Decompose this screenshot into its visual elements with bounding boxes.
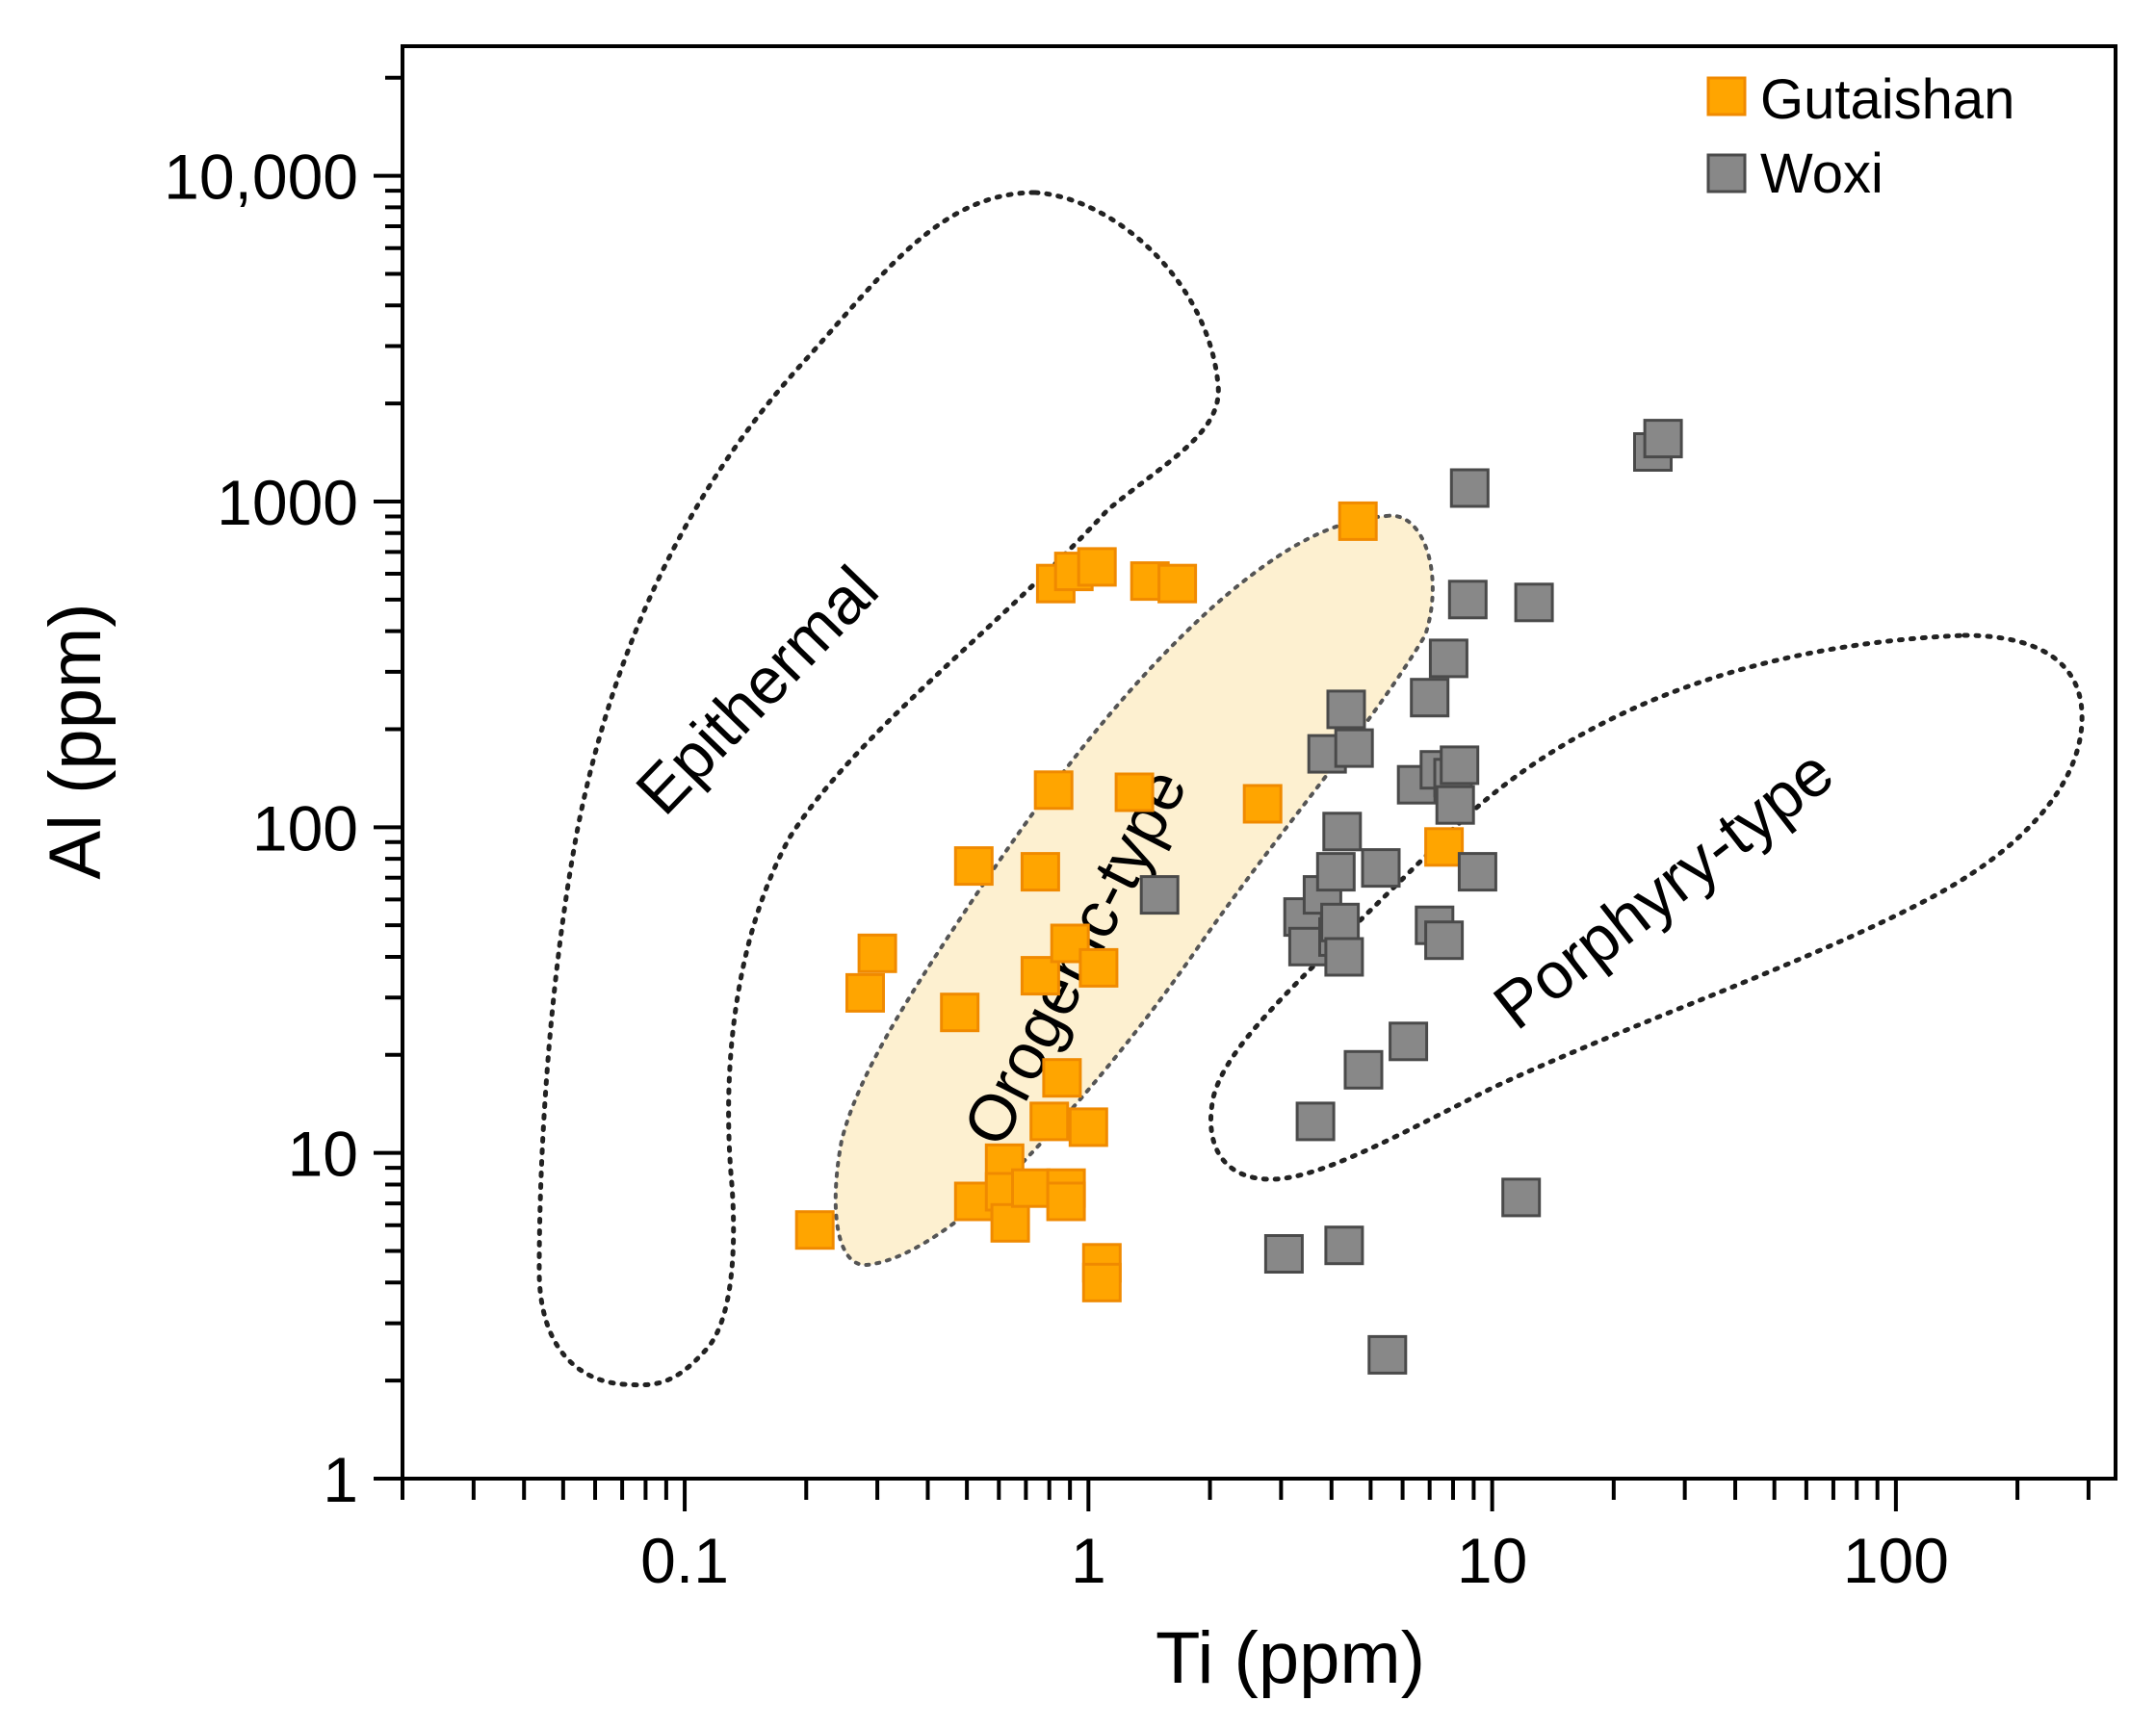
data-point-woxi [1389, 1021, 1429, 1062]
region-epithermal [536, 190, 1221, 1388]
data-point-gutaishan [990, 1202, 1030, 1243]
y-tick-label: 1000 [217, 467, 358, 538]
region-porphyry-type [1208, 632, 2085, 1182]
data-point-gutaishan [1242, 784, 1283, 824]
y-tick-label: 1 [323, 1444, 358, 1515]
data-point-woxi [1315, 852, 1356, 892]
data-point-woxi [1295, 1101, 1336, 1142]
data-point-gutaishan [1338, 501, 1378, 541]
data-point-woxi [1501, 1177, 1542, 1218]
data-point-woxi [1324, 937, 1364, 977]
data-points [794, 419, 1683, 1375]
y-axis-title: Al (ppm) [35, 603, 117, 879]
data-point-woxi [1326, 689, 1366, 730]
legend-label-woxi: Woxi [1760, 142, 1883, 205]
data-point-gutaishan [940, 992, 980, 1033]
data-point-woxi [1343, 1049, 1384, 1090]
data-point-woxi [1449, 468, 1490, 508]
x-tick-label: 10 [1457, 1525, 1527, 1596]
data-point-gutaishan [1077, 547, 1117, 587]
data-point-gutaishan [845, 972, 885, 1013]
data-point-gutaishan [1011, 1168, 1051, 1208]
data-point-gutaishan [1424, 827, 1465, 867]
data-point-woxi [1324, 1225, 1364, 1266]
data-point-woxi [1643, 419, 1683, 459]
legend: Gutaishan Woxi [1706, 68, 2014, 205]
data-point-gutaishan [1042, 1058, 1082, 1098]
data-point-gutaishan [857, 933, 897, 973]
series-gutaishan [794, 501, 1465, 1302]
data-point-woxi [1139, 875, 1180, 915]
data-point-woxi [1367, 1334, 1408, 1375]
data-point-woxi [1361, 848, 1401, 889]
x-tick-label: 100 [1843, 1525, 1949, 1596]
data-point-gutaishan [794, 1210, 835, 1250]
plot-frame [401, 44, 2117, 1481]
data-point-gutaishan [1068, 1107, 1108, 1147]
y-tick-label: 10 [288, 1119, 358, 1190]
data-point-woxi [1334, 728, 1374, 768]
y-tick-label: 100 [252, 792, 358, 864]
data-point-woxi [1322, 812, 1363, 852]
data-point-gutaishan [1033, 770, 1074, 811]
data-point-woxi [1428, 638, 1468, 679]
y-tick-label: 10,000 [164, 142, 358, 213]
data-point-woxi [1514, 582, 1554, 623]
data-point-gutaishan [953, 846, 994, 887]
legend-swatch-woxi [1706, 153, 1747, 193]
x-tick-label: 0.1 [640, 1525, 729, 1596]
data-point-gutaishan [1020, 956, 1060, 996]
x-axis-title: Ti (ppm) [1156, 1617, 1425, 1699]
axes: 0.1 1 10 100 1 10 100 1000 10,000 [164, 44, 2117, 1596]
data-point-gutaishan [1029, 1101, 1070, 1142]
x-tick-label: 1 [1071, 1525, 1106, 1596]
data-point-gutaishan [1114, 772, 1155, 812]
data-point-gutaishan [1081, 1262, 1122, 1302]
data-point-gutaishan [1046, 1181, 1086, 1222]
data-point-woxi [1424, 920, 1465, 961]
data-point-gutaishan [1078, 947, 1119, 988]
data-point-gutaishan [1157, 563, 1198, 604]
data-point-woxi [1263, 1234, 1304, 1274]
data-point-woxi [1320, 902, 1361, 942]
data-point-woxi [1410, 678, 1450, 718]
data-point-gutaishan [1020, 852, 1060, 892]
series-woxi [1139, 419, 1683, 1375]
data-point-woxi [1440, 745, 1480, 786]
data-point-woxi [1447, 580, 1488, 620]
data-point-woxi [1435, 785, 1475, 825]
data-point-woxi [1457, 852, 1497, 892]
legend-label-gutaishan: Gutaishan [1760, 68, 2014, 131]
legend-swatch-gutaishan [1706, 76, 1747, 116]
